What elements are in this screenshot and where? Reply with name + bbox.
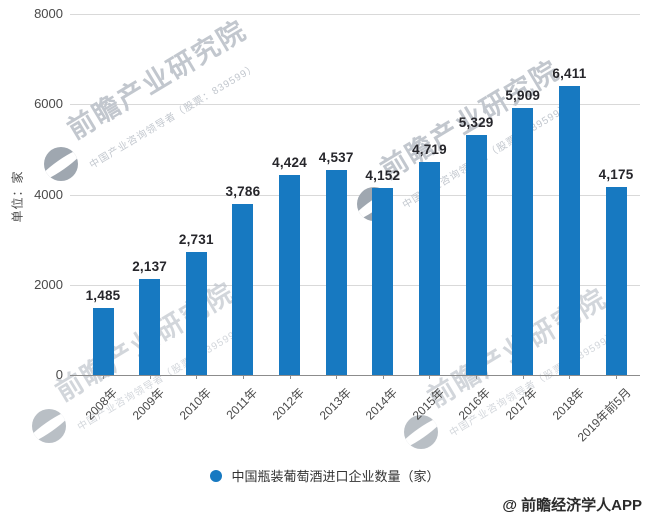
bar-value-label: 4,537: [318, 150, 354, 166]
x-axis-label: 2008年: [83, 385, 121, 423]
legend-label: 中国瓶装葡萄酒进口企业数量（家）: [231, 469, 440, 484]
x-axis-label: 2017年: [502, 385, 541, 423]
bar-2019年前5月: [605, 186, 627, 375]
bar-2014年: [372, 187, 394, 375]
legend-marker-icon: [210, 469, 223, 482]
x-axis-label: 2010年: [176, 385, 214, 423]
gridline: [70, 14, 640, 15]
bar-2009年: [139, 278, 161, 375]
qianzhan-logo-icon: [44, 147, 78, 181]
bar-value-label: 5,909: [505, 88, 541, 104]
legend: 中国瓶装葡萄酒进口企业数量（家）: [0, 466, 650, 485]
gridline: [70, 284, 640, 286]
x-axis-tick: [429, 375, 431, 379]
x-axis-tick: [476, 375, 478, 379]
bar-value-label: 3,786: [225, 184, 261, 200]
x-axis-tick: [242, 375, 244, 379]
x-axis-tick: [616, 375, 618, 379]
qianzhan-logo-icon: [32, 409, 66, 443]
bar-value-label: 4,152: [365, 167, 401, 183]
gridline: [70, 104, 640, 106]
bar-value-label: 1,485: [85, 287, 121, 303]
x-axis-label: 2011年: [223, 385, 261, 423]
y-axis-tick-label: 6000: [34, 96, 63, 112]
bar-value-label: 4,175: [598, 166, 634, 182]
y-axis-tick-label: 2000: [34, 276, 63, 292]
bar-2012年: [279, 175, 301, 375]
x-axis-label: 2016年: [456, 385, 494, 423]
gridline: [70, 375, 640, 376]
bar-value-label: 5,329: [458, 114, 494, 130]
x-axis-label: 2014年: [362, 385, 401, 423]
bar-value-label: 4,719: [412, 142, 447, 158]
watermark-main-text: 前瞻产业研究院: [62, 14, 253, 145]
bar-2018年: [558, 85, 580, 375]
y-axis-tick-label: 8000: [34, 6, 63, 21]
x-axis-tick: [382, 375, 384, 379]
y-axis-tick-label: 0: [55, 367, 63, 382]
x-axis-tick: [149, 375, 151, 379]
x-axis-label: 2013年: [316, 385, 354, 423]
bar-value-label: 2,731: [178, 231, 214, 247]
y-axis-tick-label: 4000: [34, 186, 63, 202]
bar-2008年: [92, 307, 114, 375]
bar-2010年: [185, 251, 207, 375]
x-axis-tick: [196, 375, 198, 379]
x-axis-tick: [336, 375, 338, 379]
bar-2011年: [232, 204, 254, 375]
bar-2016年: [465, 134, 487, 375]
bar-2015年: [418, 162, 440, 375]
x-axis-tick: [522, 375, 524, 379]
x-axis-label: 2018年: [549, 385, 587, 423]
x-axis-tick: [289, 375, 291, 379]
bar-value-label: 6,411: [552, 65, 587, 81]
gridline: [70, 194, 640, 196]
bar-2017年: [512, 108, 534, 375]
x-axis-tick: [569, 375, 571, 379]
bar-2013年: [325, 170, 347, 375]
x-axis-label: 2009年: [129, 385, 167, 423]
watermark-sub-text: 中国产业咨询领导者（股票：839599）: [87, 62, 260, 172]
x-axis-label: 2012年: [269, 385, 307, 423]
x-axis-label: 2015年: [409, 385, 447, 423]
bar-value-label: 4,424: [272, 155, 307, 171]
bar-value-label: 2,137: [132, 258, 168, 274]
x-axis-tick: [103, 375, 104, 379]
credit-watermark: @ 前瞻经济学人APP: [502, 497, 642, 514]
